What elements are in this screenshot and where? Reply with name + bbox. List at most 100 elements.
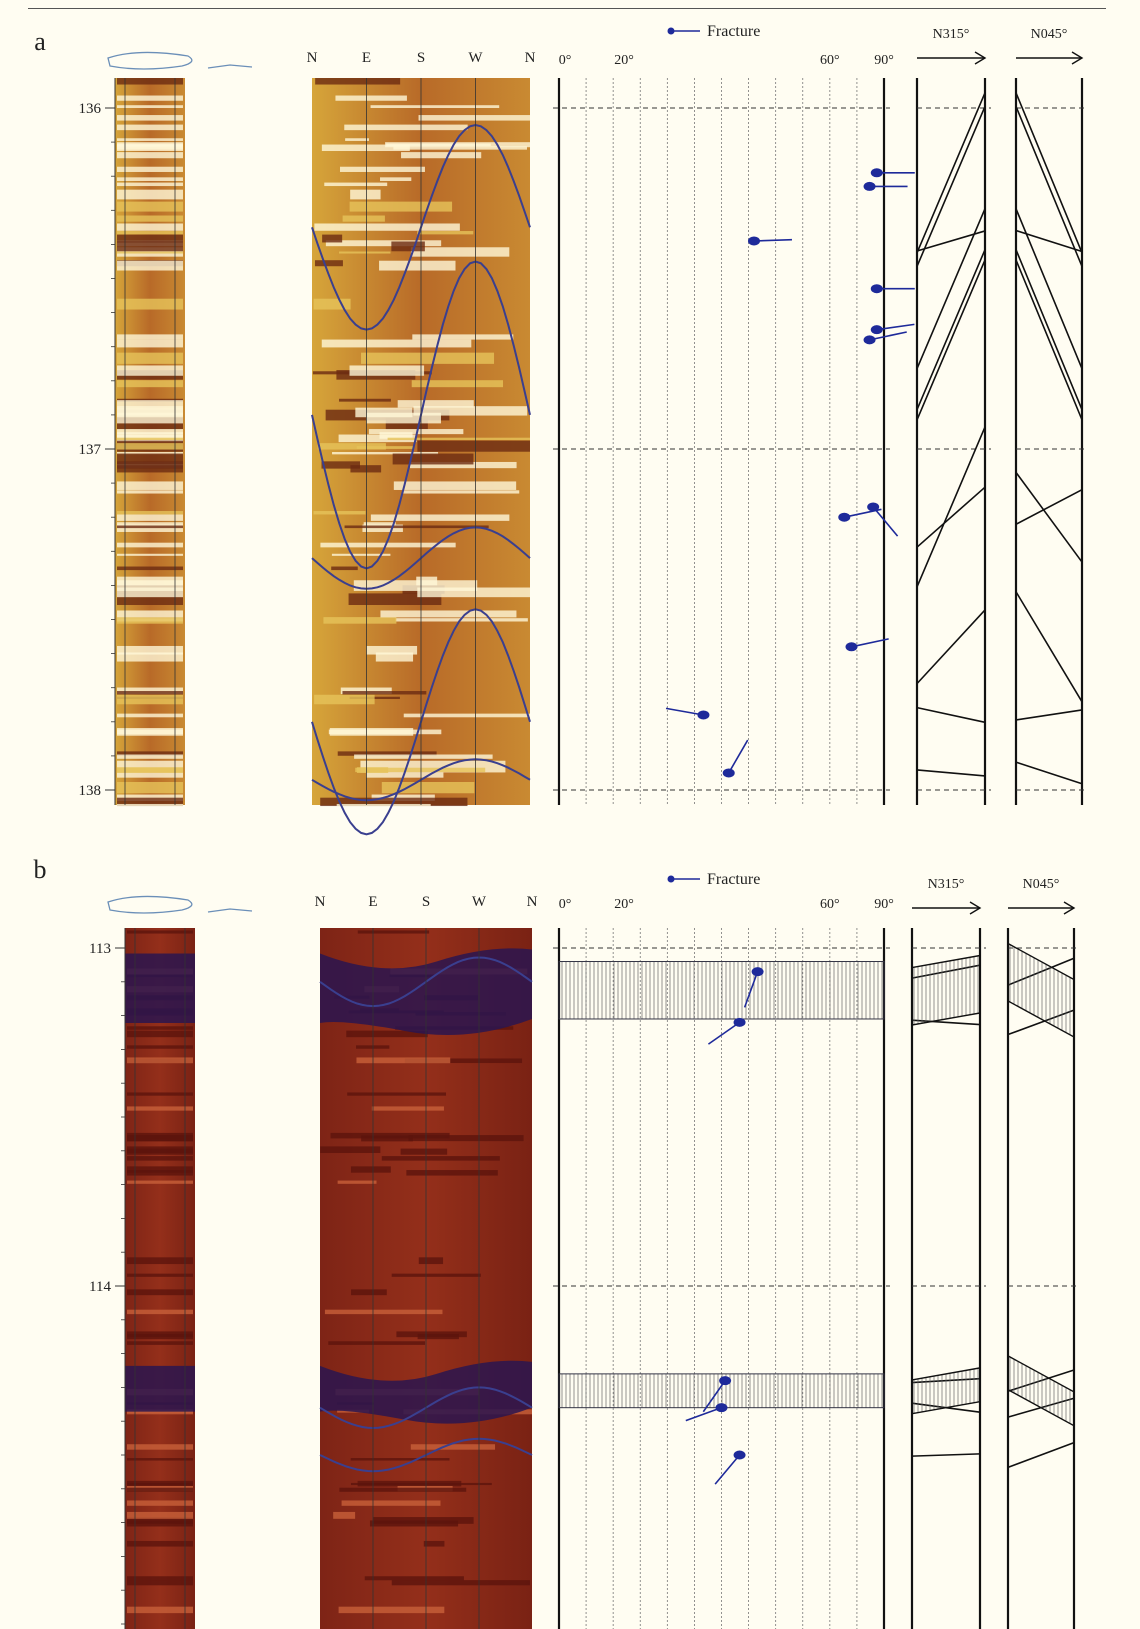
image-texture-band bbox=[368, 429, 464, 435]
projected-fracture bbox=[1015, 709, 1083, 721]
image-texture-band bbox=[381, 781, 475, 794]
image-texture-band bbox=[347, 1092, 447, 1096]
image-texture-band bbox=[127, 1045, 193, 1049]
fracture-tadpole bbox=[845, 642, 858, 652]
image-texture-band bbox=[127, 1170, 193, 1176]
image-texture-band bbox=[127, 1148, 193, 1155]
image-texture-band bbox=[117, 138, 183, 141]
image-texture-band bbox=[117, 524, 183, 532]
image-texture-band bbox=[117, 728, 183, 736]
image-texture-band bbox=[321, 144, 410, 152]
image-texture-band bbox=[117, 412, 183, 424]
image-texture-band bbox=[117, 803, 183, 807]
image-texture-band bbox=[418, 115, 530, 121]
fracture-tail bbox=[743, 971, 759, 1008]
image-texture-band bbox=[313, 298, 351, 310]
image-texture-band bbox=[117, 652, 183, 662]
fracture-tail bbox=[872, 506, 899, 537]
image-texture-band bbox=[331, 553, 391, 556]
compass-label: N bbox=[525, 50, 536, 66]
projected-fracture bbox=[1015, 591, 1083, 703]
image-texture-band bbox=[314, 694, 375, 705]
image-texture-band bbox=[127, 1576, 193, 1581]
image-texture-band bbox=[324, 1309, 443, 1315]
azimuth-arrowhead bbox=[974, 51, 987, 65]
image-texture-band bbox=[117, 352, 183, 364]
compass-label: W bbox=[468, 50, 483, 66]
image-texture-band bbox=[117, 751, 183, 756]
image-texture-band bbox=[342, 691, 427, 695]
fracture-tail bbox=[851, 638, 889, 648]
image-texture-band bbox=[341, 1500, 441, 1506]
image-texture-band bbox=[127, 1309, 193, 1315]
fracture-tadpole bbox=[697, 710, 710, 720]
image-texture-band bbox=[350, 1458, 450, 1461]
image-texture-band bbox=[337, 1180, 377, 1184]
image-texture-band bbox=[117, 231, 183, 235]
image-texture-band bbox=[417, 587, 530, 598]
image-texture-band bbox=[366, 645, 418, 655]
shaded-interval bbox=[558, 961, 885, 1020]
image-texture-band bbox=[127, 1500, 193, 1506]
image-texture-band bbox=[117, 380, 183, 388]
azimuth-label: N045° bbox=[1031, 27, 1068, 42]
fracture-tadpole bbox=[733, 1017, 746, 1027]
fracture-tadpole bbox=[733, 1450, 746, 1460]
projected-fracture bbox=[916, 769, 986, 777]
image-texture-band bbox=[127, 1156, 193, 1161]
image-texture-band bbox=[117, 437, 183, 440]
fracture-tadpole bbox=[748, 236, 760, 246]
image-texture-band bbox=[403, 713, 530, 718]
image-texture-band bbox=[127, 1540, 193, 1547]
image-texture-band bbox=[127, 1606, 193, 1614]
projected-fracture bbox=[916, 706, 986, 724]
image-texture-band bbox=[336, 803, 431, 807]
image-texture-band bbox=[127, 1030, 193, 1038]
image-texture-band bbox=[127, 1026, 193, 1030]
image-texture-band bbox=[127, 1132, 193, 1139]
image-texture-band bbox=[117, 400, 183, 408]
image-texture-band bbox=[393, 146, 527, 150]
image-texture-band bbox=[117, 767, 183, 773]
image-texture-band bbox=[321, 339, 472, 348]
image-texture-band bbox=[371, 1106, 444, 1111]
image-texture-band bbox=[117, 694, 183, 705]
image-texture-band bbox=[385, 142, 530, 148]
dark-layer-band bbox=[125, 1365, 195, 1412]
panel-b: b N E S W N 113 114 0° 20° 60° 90° Fracture N315° N045… bbox=[34, 855, 1080, 1629]
image-texture-band bbox=[127, 930, 193, 934]
image-texture-band bbox=[127, 1333, 193, 1340]
image-texture-band bbox=[317, 443, 386, 450]
image-texture-band bbox=[117, 451, 183, 455]
image-texture-band bbox=[380, 610, 517, 618]
image-texture-band bbox=[339, 251, 391, 254]
fracture-tail bbox=[702, 1380, 726, 1413]
image-texture-band bbox=[117, 95, 183, 101]
image-texture-band bbox=[417, 1333, 459, 1340]
image-texture-band bbox=[117, 234, 183, 243]
image-texture-band bbox=[323, 617, 397, 624]
image-texture-band bbox=[380, 177, 412, 181]
image-texture-band bbox=[117, 593, 183, 606]
projected-fracture bbox=[916, 426, 986, 588]
image-texture-band bbox=[404, 1058, 523, 1064]
image-texture-band bbox=[117, 241, 183, 252]
projected-fracture bbox=[1015, 249, 1083, 410]
image-texture-band bbox=[411, 380, 504, 388]
image-texture-band bbox=[127, 1520, 193, 1527]
projected-fracture bbox=[1007, 1441, 1075, 1469]
projected-fracture bbox=[916, 92, 986, 254]
image-texture-band bbox=[117, 481, 183, 490]
compass-label: N bbox=[307, 50, 318, 66]
image-texture-band bbox=[330, 1132, 450, 1139]
azimuth-arrowhead bbox=[1071, 51, 1084, 65]
image-texture-band bbox=[354, 754, 493, 759]
image-texture-band bbox=[127, 1257, 193, 1265]
image-texture-band bbox=[356, 1057, 451, 1064]
image-texture-band bbox=[117, 772, 183, 778]
image-texture-band bbox=[379, 260, 456, 271]
panel-a: a N E S W N 136 137 138 0° 20° 60° 90° Fracture N315° N… bbox=[34, 23, 1088, 836]
image-texture-band bbox=[410, 247, 510, 257]
projected-fracture bbox=[1015, 761, 1083, 785]
compass-label: E bbox=[368, 894, 377, 910]
